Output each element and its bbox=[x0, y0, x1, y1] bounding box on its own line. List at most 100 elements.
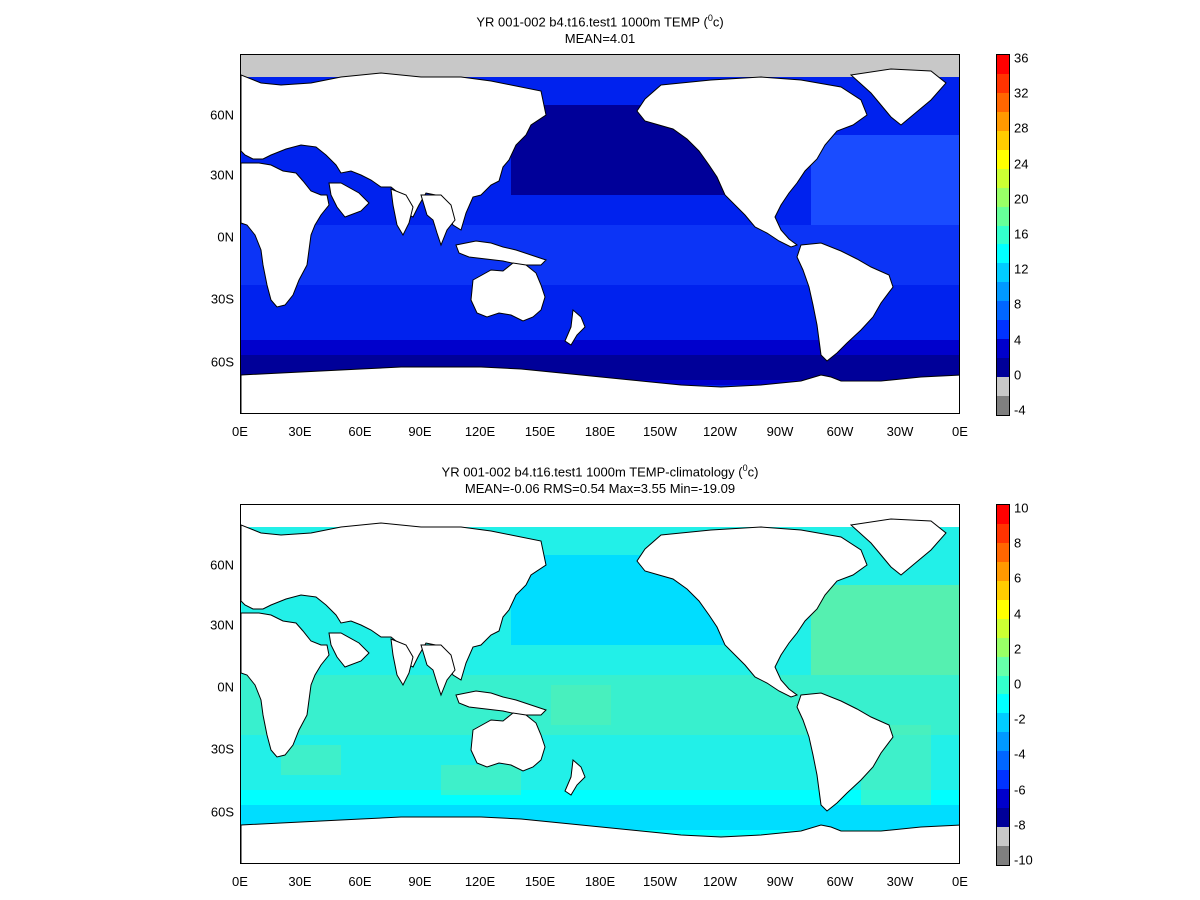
panel-subtitle: MEAN=-0.06 RMS=0.54 Max=3.55 Min=-19.09 bbox=[464, 481, 736, 496]
colorbar-segment bbox=[997, 789, 1009, 809]
colorbar-segment bbox=[997, 656, 1009, 677]
colorbar-segment bbox=[997, 92, 1009, 113]
india-land bbox=[390, 188, 414, 237]
panel-title: YR 001-002 b4.t16.test1 1000m TEMP-clima… bbox=[0, 460, 1200, 480]
lon-tick-label: 150W bbox=[643, 874, 677, 889]
colorbar-tick-label: 16 bbox=[1014, 226, 1029, 242]
lon-tick-label: 30W bbox=[886, 874, 914, 889]
lon-tick-label: 0E bbox=[232, 874, 248, 889]
colorbar-segment bbox=[997, 55, 1009, 75]
colorbar-segment bbox=[997, 225, 1009, 245]
lon-tick-label: 60E bbox=[348, 424, 372, 439]
map-svg bbox=[241, 505, 959, 863]
title-superscript: 0 bbox=[742, 463, 748, 473]
antarctica-land bbox=[241, 816, 959, 863]
map-area bbox=[240, 504, 960, 864]
colorbar-segment bbox=[997, 732, 1009, 752]
colorbar-segment bbox=[997, 358, 1009, 378]
polar-ice-band bbox=[241, 505, 959, 527]
lon-tick-label: 120W bbox=[703, 874, 737, 889]
colorbar-tick-label: 0 bbox=[1014, 676, 1022, 692]
colorbar-tick-label: 10 bbox=[1014, 500, 1029, 516]
colorbar-segment bbox=[997, 618, 1009, 639]
north-america-land bbox=[636, 526, 868, 698]
panel-title: YR 001-002 b4.t16.test1 1000m TEMP (0c) bbox=[0, 10, 1200, 30]
colorbar-segment bbox=[997, 377, 1009, 397]
lon-tick-label: 90W bbox=[766, 424, 794, 439]
colorbar-segment bbox=[997, 751, 1009, 771]
colorbar-tick-label: 8 bbox=[1014, 535, 1022, 551]
lon-tick-label: 150E bbox=[524, 424, 556, 439]
title-tail: c) bbox=[712, 14, 724, 30]
arabia-land bbox=[328, 632, 370, 668]
title-tail: c) bbox=[747, 464, 759, 480]
lon-tick-label: 120E bbox=[464, 424, 496, 439]
lat-tick-label: 30S bbox=[210, 291, 234, 307]
colorbar bbox=[996, 54, 1010, 416]
colorbar-segment bbox=[997, 320, 1009, 340]
lon-tick-label: 120W bbox=[703, 424, 737, 439]
panel-temp: YR 001-002 b4.t16.test1 1000m TEMP (0c) … bbox=[0, 10, 1200, 439]
colorbar-segment bbox=[997, 149, 1009, 170]
australia-land bbox=[470, 262, 546, 322]
seasia-land bbox=[420, 644, 456, 697]
colorbar-segment bbox=[997, 561, 1009, 582]
title-line1: YR 001-002 b4.t16.test1 1000m TEMP-clima… bbox=[441, 464, 743, 480]
lat-tick-label: 0N bbox=[217, 229, 234, 245]
south-america-land bbox=[796, 692, 894, 812]
colorbar-segment bbox=[997, 168, 1009, 189]
lon-tick-label: 180E bbox=[584, 874, 616, 889]
lon-tick-label: 60W bbox=[826, 424, 854, 439]
colorbar-tick-label: -8 bbox=[1014, 817, 1026, 833]
lon-tick-label: 30E bbox=[288, 874, 312, 889]
colorbar-segment bbox=[997, 542, 1009, 563]
lon-tick-label: 0E bbox=[232, 424, 248, 439]
anomaly-patch-0 bbox=[551, 685, 611, 725]
colorbar-segment bbox=[997, 396, 1009, 416]
colorbar-segment bbox=[997, 637, 1009, 658]
lat-tick-label: 60S bbox=[210, 804, 234, 820]
colorbar-tick-label: 6 bbox=[1014, 570, 1022, 586]
lat-tick-label: 30N bbox=[210, 617, 234, 633]
map-area bbox=[240, 54, 960, 414]
lon-tick-label: 90E bbox=[408, 424, 432, 439]
colorbar-segment bbox=[997, 263, 1009, 283]
colorbar-segment bbox=[997, 694, 1009, 714]
colorbar-tick-label: -6 bbox=[1014, 782, 1026, 798]
lon-tick-label: 60W bbox=[826, 874, 854, 889]
colorbar-segment bbox=[997, 206, 1009, 227]
colorbar-tick-label: 2 bbox=[1014, 641, 1022, 657]
lon-tick-label: 90E bbox=[408, 874, 432, 889]
title-line1: YR 001-002 b4.t16.test1 1000m TEMP ( bbox=[476, 14, 708, 30]
lat-tick-label: 0N bbox=[217, 679, 234, 695]
colorbar-segment bbox=[997, 301, 1009, 321]
colorbar-tick-label: -4 bbox=[1014, 402, 1026, 418]
colorbar-segment bbox=[997, 111, 1009, 132]
anomaly-patch-3 bbox=[281, 745, 341, 775]
colorbar-segment bbox=[997, 523, 1009, 544]
colorbar-tick-label: 4 bbox=[1014, 332, 1022, 348]
lat-tick-label: 60N bbox=[210, 557, 234, 573]
lon-tick-label: 0E bbox=[952, 424, 968, 439]
colorbar-segment bbox=[997, 770, 1009, 790]
polar-ice-band bbox=[241, 55, 959, 77]
seasia-land bbox=[420, 194, 456, 247]
greenland-land bbox=[849, 518, 947, 576]
colorbar-segment bbox=[997, 808, 1009, 828]
colorbar-segment bbox=[997, 282, 1009, 302]
indonesia-land bbox=[455, 690, 547, 716]
colorbar-tick-label: -10 bbox=[1014, 852, 1033, 868]
colorbar-tick-label: 20 bbox=[1014, 191, 1029, 207]
colorbar-tick-label: 28 bbox=[1014, 120, 1029, 136]
africa-land bbox=[241, 612, 330, 758]
colorbar-segment bbox=[997, 846, 1009, 866]
panel-subtitle: MEAN=4.01 bbox=[564, 31, 636, 46]
colorbar-tick-label: 12 bbox=[1014, 261, 1029, 277]
lat-tick-label: 60N bbox=[210, 107, 234, 123]
colorbar-segment bbox=[997, 599, 1009, 620]
lon-tick-label: 90W bbox=[766, 874, 794, 889]
lon-tick-label: 30E bbox=[288, 424, 312, 439]
colorbar-tick-label: 32 bbox=[1014, 85, 1029, 101]
colorbar-tick-label: -2 bbox=[1014, 711, 1026, 727]
title-superscript: 0 bbox=[707, 13, 713, 23]
